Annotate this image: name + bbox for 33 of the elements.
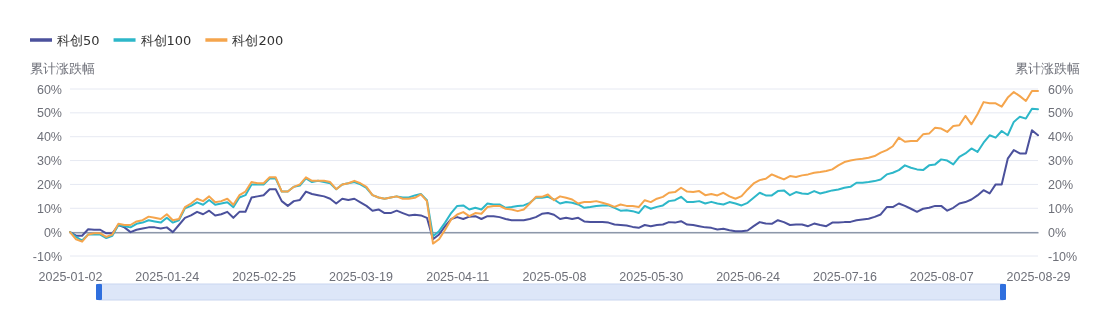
legend-label: 科创200 bbox=[232, 33, 284, 48]
x-tick-label: 2025-01-24 bbox=[135, 269, 200, 284]
x-tick-label: 2025-04-11 bbox=[426, 269, 490, 284]
legend-label: 科创50 bbox=[57, 33, 100, 48]
y2-tick-label: 60% bbox=[1048, 82, 1074, 97]
y-tick-label: 10% bbox=[36, 201, 62, 216]
y2-tick-label: 30% bbox=[1048, 154, 1074, 169]
y-tick-label: 20% bbox=[36, 177, 62, 192]
y-tick-label: 30% bbox=[36, 154, 62, 169]
x-tick-label: 2025-07-16 bbox=[812, 269, 877, 284]
y2-tick-label: 40% bbox=[1048, 130, 1074, 145]
x-tick-label: 2025-08-29 bbox=[1006, 269, 1071, 284]
y-tick-label: 40% bbox=[36, 130, 62, 145]
x-tick-label: 2025-05-30 bbox=[619, 269, 684, 284]
y-tick-label: -10% bbox=[32, 249, 62, 264]
y2-tick-label: 10% bbox=[1048, 201, 1074, 216]
y2-tick-label: -10% bbox=[1048, 249, 1078, 264]
x-tick-label: 2025-01-02 bbox=[38, 269, 103, 284]
line-series bbox=[69, 129, 1039, 241]
x-tick-label: 2025-06-24 bbox=[716, 269, 781, 284]
y-tick-label: 60% bbox=[36, 82, 62, 97]
x-tick-label: 2025-05-08 bbox=[522, 269, 587, 284]
y2-tick-label: 20% bbox=[1048, 177, 1074, 192]
y-tick-label: 50% bbox=[36, 106, 62, 121]
x-tick-label: 2025-02-25 bbox=[232, 269, 297, 284]
x-tick-label: 2025-03-19 bbox=[328, 269, 393, 284]
y2-axis-title: 累计涨跌幅 bbox=[1015, 61, 1080, 76]
y2-tick-label: 50% bbox=[1048, 106, 1074, 121]
y-axis-title: 累计涨跌幅 bbox=[30, 61, 95, 76]
legend-label: 科创100 bbox=[140, 33, 192, 48]
y-tick-label: 0% bbox=[43, 225, 62, 240]
y2-tick-label: 0% bbox=[1048, 225, 1067, 240]
x-tick-label: 2025-08-07 bbox=[909, 269, 974, 284]
